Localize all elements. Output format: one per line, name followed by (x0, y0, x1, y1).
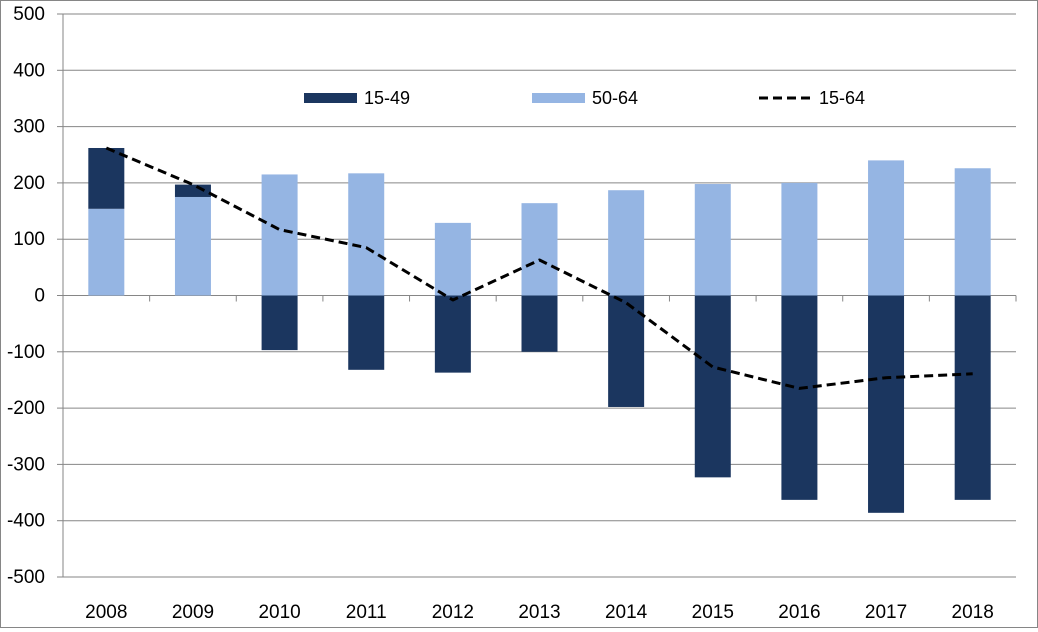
bar-15-49-2018 (954, 295, 991, 500)
bar-15-49-2012 (434, 295, 471, 373)
x-tick-label: 2018 (952, 602, 994, 623)
bar-50-64-2008 (88, 208, 125, 296)
bar-15-49-2017 (868, 295, 905, 513)
bar-15-49-2015 (694, 295, 731, 478)
bars (88, 147, 991, 513)
legend-swatch-50-64 (532, 93, 585, 103)
legend-label-50-64: 50-64 (592, 88, 638, 108)
y-tick-label: -500 (7, 567, 45, 588)
bar-50-64-2016 (781, 182, 818, 296)
x-tick-label: 2016 (778, 602, 820, 623)
bar-50-64-2011 (348, 173, 385, 296)
x-tick-label: 2011 (346, 602, 387, 623)
x-tick-label: 2010 (258, 602, 300, 623)
bar-50-64-2015 (694, 184, 731, 296)
y-tick-label: 500 (13, 4, 45, 25)
x-tick-label: 2009 (172, 602, 214, 623)
x-tick-label: 2008 (85, 602, 127, 623)
x-tick-label: 2014 (605, 602, 648, 623)
bar-15-49-2013 (521, 295, 558, 352)
bar-15-49-2014 (608, 295, 645, 407)
y-tick-label: 300 (13, 117, 45, 138)
bar-50-64-2018 (954, 168, 991, 296)
line-series (105, 146, 973, 390)
bar-15-49-2011 (348, 295, 385, 370)
y-tick-label: -300 (7, 454, 45, 475)
bar-50-64-2010 (261, 174, 298, 296)
bar-15-49-2009 (174, 184, 211, 197)
x-tick-label: 2017 (865, 602, 907, 623)
bar-15-49-2010 (261, 295, 298, 351)
bar-50-64-2014 (608, 190, 645, 296)
legend-label-15-64: 15-64 (819, 88, 865, 108)
y-tick-label: 100 (13, 229, 45, 250)
bar-50-64-2013 (521, 203, 558, 296)
y-tick-label: 400 (13, 60, 45, 81)
y-tick-label: 200 (13, 173, 45, 194)
x-tick-label: 2015 (692, 602, 734, 623)
y-tick-label: -100 (7, 342, 45, 363)
line-15-64 (105, 146, 973, 390)
bar-15-49-2016 (781, 295, 818, 500)
bar-50-64-2012 (434, 222, 471, 296)
y-tick-label: -400 (7, 511, 45, 532)
y-tick-label: -200 (7, 398, 45, 419)
bar-50-64-2009 (174, 196, 211, 296)
legend-label-15-49: 15-49 (364, 88, 410, 108)
y-tick-label: 0 (34, 286, 45, 307)
bar-50-64-2017 (868, 160, 905, 296)
bar-15-49-2008 (88, 147, 125, 209)
x-tick-labels: 2008 2009 2010 2011 2012 2013 2014 2015 2016 2017… (85, 602, 994, 623)
legend: 15-49 50-64 15-64 (304, 88, 865, 108)
x-tick-label: 2012 (432, 602, 474, 623)
x-tick-label: 2013 (518, 602, 560, 623)
y-tick-labels: 500 400 300 200 100 0 -100 -200 -300 -400 -500 (7, 4, 45, 588)
legend-swatch-15-49 (304, 93, 357, 103)
